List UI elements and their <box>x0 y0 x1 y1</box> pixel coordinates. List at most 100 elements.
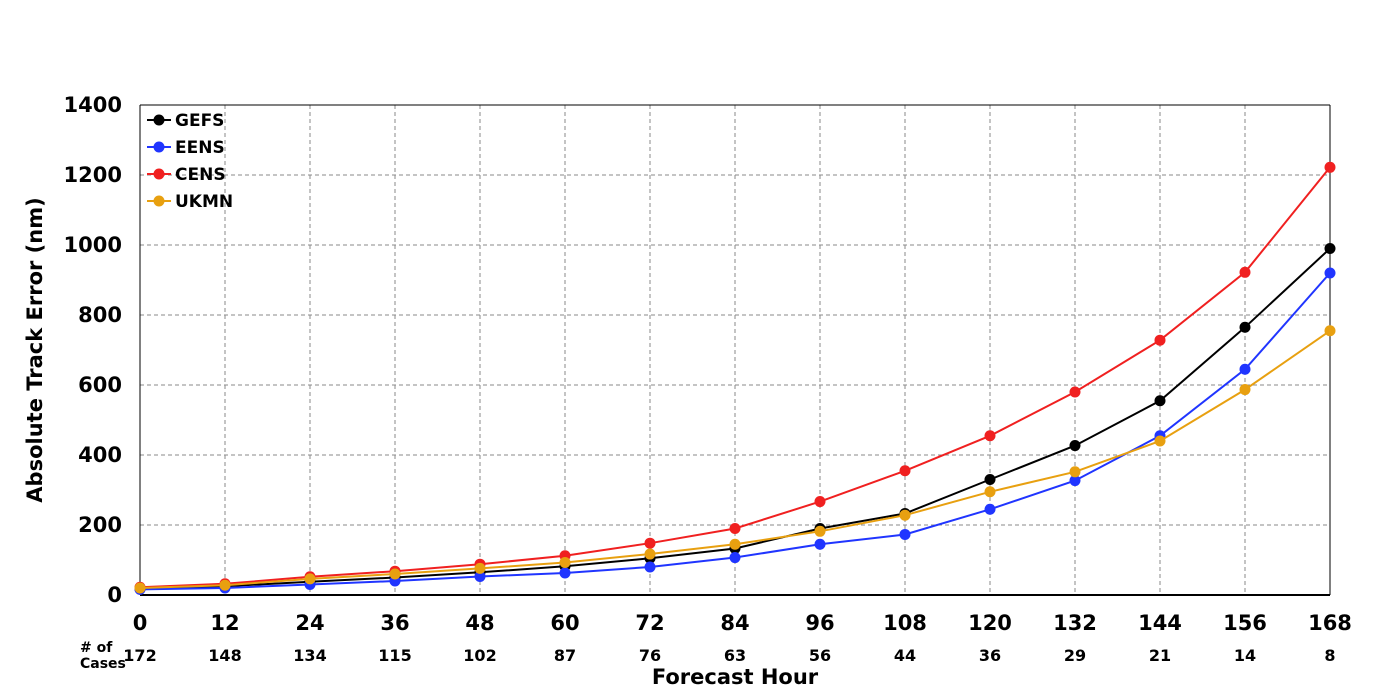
case-count: 29 <box>1064 646 1086 665</box>
data-point <box>899 465 911 477</box>
case-count: 115 <box>378 646 411 665</box>
y-tick-label: 800 <box>78 303 122 327</box>
data-point <box>1154 395 1166 407</box>
x-tick-label: 24 <box>295 611 324 635</box>
case-count: 63 <box>724 646 746 665</box>
plot-frame <box>139 104 1331 596</box>
data-point <box>729 538 741 550</box>
cases-label-line1: # of <box>80 640 113 656</box>
data-point <box>644 561 656 573</box>
data-point <box>814 496 826 508</box>
data-point <box>899 509 911 521</box>
data-point <box>1069 386 1081 398</box>
data-point <box>644 537 656 549</box>
data-point <box>1239 384 1251 396</box>
y-tick-label: 400 <box>78 443 122 467</box>
x-tick-labels: 0 12 24 36 48 60 72 84 96 108 120 132 144 156 168 <box>133 611 1352 635</box>
case-count: 8 <box>1324 646 1335 665</box>
data-point <box>219 579 231 591</box>
legend-entry-gefs: GEFS <box>147 111 224 131</box>
x-axis-label: Forecast Hour <box>652 665 819 689</box>
data-point <box>814 525 826 537</box>
case-count: 21 <box>1149 646 1171 665</box>
x-tick-label: 0 <box>133 611 148 635</box>
x-tick-label: 48 <box>465 611 494 635</box>
y-tick-label: 1200 <box>64 163 122 187</box>
x-tick-label: 72 <box>635 611 664 635</box>
case-count: 14 <box>1234 646 1256 665</box>
case-count: 172 <box>123 646 156 665</box>
legend-label: EENS <box>175 138 225 158</box>
data-point <box>984 474 996 485</box>
data-point <box>814 538 826 550</box>
x-tick-label: 84 <box>720 611 749 635</box>
data-point <box>1069 466 1081 478</box>
legend-entry-ukmn: UKMN <box>147 192 233 212</box>
x-tick-label: 96 <box>805 611 834 635</box>
data-point <box>1324 161 1336 173</box>
series-line <box>139 247 1331 590</box>
data-point <box>729 552 741 564</box>
data-point <box>1239 321 1251 333</box>
y-tick-labels: 0 200 400 600 800 1000 1200 1400 <box>64 93 122 607</box>
data-point <box>1239 363 1251 375</box>
case-count: 76 <box>639 646 661 665</box>
x-tick-label: 144 <box>1138 611 1182 635</box>
y-axis-label: Absolute Track Error (nm) <box>23 197 47 502</box>
data-point <box>389 568 401 580</box>
data-point <box>474 570 486 582</box>
legend-entry-eens: EENS <box>147 138 225 158</box>
data-point <box>1324 267 1336 279</box>
y-tick-label: 600 <box>78 373 122 397</box>
case-count: 148 <box>208 646 241 665</box>
data-point <box>984 430 996 442</box>
data-point <box>984 486 996 498</box>
x-tick-label: 132 <box>1053 611 1097 635</box>
data-point <box>899 528 911 540</box>
x-tick-label: 120 <box>968 611 1012 635</box>
data-point <box>474 562 486 574</box>
x-tick-label: 12 <box>210 611 239 635</box>
data-point <box>134 582 146 594</box>
data-point <box>1069 475 1081 487</box>
case-count: 102 <box>463 646 496 665</box>
data-point <box>984 503 996 515</box>
data-point <box>729 523 741 534</box>
y-tick-label: 1400 <box>64 93 122 117</box>
legend: GEFS EENS CENS UKMN <box>147 111 233 212</box>
y-tick-label: 1000 <box>64 233 122 257</box>
legend-marker <box>153 195 165 207</box>
x-tick-label: 36 <box>380 611 409 635</box>
x-tick-label: 156 <box>1223 611 1267 635</box>
legend-label: GEFS <box>175 111 224 131</box>
cases-label-line2: Cases <box>80 656 126 672</box>
x-tick-label: 168 <box>1308 611 1352 635</box>
y-tick-label: 0 <box>107 583 122 607</box>
data-point <box>1154 334 1166 346</box>
data-point <box>559 556 571 568</box>
grid <box>140 105 1330 595</box>
data-point <box>304 573 316 585</box>
data-point <box>559 567 571 579</box>
series-layer <box>134 161 1336 595</box>
data-point <box>644 548 656 560</box>
data-point <box>1069 440 1081 452</box>
cases-row: # of Cases 172 148 134 115 102 87 76 63 56 44 36 29… <box>80 640 1336 672</box>
case-count: 134 <box>293 646 326 665</box>
case-count: 36 <box>979 646 1001 665</box>
legend-marker <box>153 168 165 180</box>
case-count: 44 <box>894 646 916 665</box>
data-point <box>1239 266 1251 278</box>
x-tick-label: 108 <box>883 611 927 635</box>
legend-marker <box>153 141 165 153</box>
case-count: 56 <box>809 646 831 665</box>
data-point <box>1324 325 1336 337</box>
case-count: 87 <box>554 646 576 665</box>
series-ukmn <box>134 325 1336 594</box>
legend-label: CENS <box>175 165 226 185</box>
data-point <box>1154 435 1166 447</box>
legend-entry-cens: CENS <box>147 165 226 185</box>
data-point <box>1324 243 1336 254</box>
x-tick-label: 60 <box>550 611 579 635</box>
